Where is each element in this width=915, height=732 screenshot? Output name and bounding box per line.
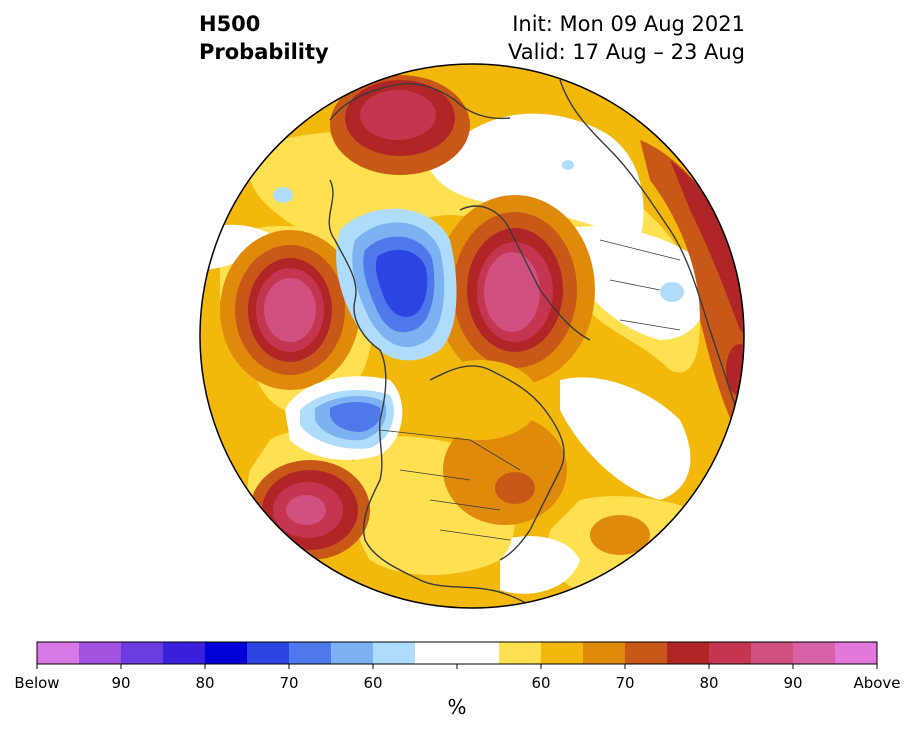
colorbar-bin xyxy=(331,642,374,664)
title-block-left: H500 Probability xyxy=(199,10,329,66)
colorbar-bin xyxy=(121,642,164,664)
colorbar-bin xyxy=(289,642,332,664)
init-date: Init: Mon 09 Aug 2021 xyxy=(512,12,745,36)
colorbar-bin xyxy=(163,642,206,664)
product-title: Probability xyxy=(199,40,329,64)
anomaly-high-hudson xyxy=(420,360,540,440)
colorbar-bin xyxy=(583,642,626,664)
colorbar-bin xyxy=(205,642,248,664)
colorbar-bin xyxy=(793,642,836,664)
colorbar-bin xyxy=(457,642,500,664)
anomaly-high-east-2 xyxy=(670,160,744,334)
coastline-eurasia xyxy=(559,79,741,421)
anomaly-high-arctic-5 xyxy=(484,252,540,332)
neutral-white-west xyxy=(200,224,280,270)
colorbar-tick-label: 80 xyxy=(699,674,719,692)
valid-range: Valid: 17 Aug – 23 Aug xyxy=(507,40,745,64)
anomaly-low-pacific-3 xyxy=(330,402,381,432)
anomaly-high-east-3 xyxy=(726,344,744,396)
colorbar-bin xyxy=(709,642,752,664)
colorbar-tick-label: 60 xyxy=(363,674,383,692)
coastline-americas-west xyxy=(328,179,531,606)
neutral-white-europe xyxy=(560,377,691,500)
colorbar-tick-label: 60 xyxy=(531,674,551,692)
colorbar-unit: % xyxy=(447,695,467,719)
colorbar-bin xyxy=(499,642,542,664)
political-borders-eurasia xyxy=(599,239,681,331)
colorbar-bin xyxy=(79,642,122,664)
colorbar-bin xyxy=(625,642,668,664)
coastline-siberia-top xyxy=(329,83,511,121)
colorbar-ticks xyxy=(36,664,878,669)
colorbar-bins xyxy=(37,642,878,664)
anomaly-high-southeast xyxy=(590,515,650,555)
political-borders-na xyxy=(379,429,521,541)
colorbar-tick-label: 70 xyxy=(279,674,299,692)
colorbar xyxy=(36,641,878,669)
polar-map xyxy=(199,63,745,609)
coastline-greenland xyxy=(459,205,591,341)
colorbar-tick-label: 90 xyxy=(783,674,803,692)
anomaly-low-small-2 xyxy=(660,282,684,302)
neutral-white-siberia xyxy=(560,226,708,340)
colorbar-bin xyxy=(373,642,416,664)
colorbar-bin xyxy=(247,642,290,664)
colorbar-bin xyxy=(37,642,80,664)
anomaly-high-southwest-4 xyxy=(286,495,326,525)
colorbar-tick-label: Below xyxy=(14,674,60,692)
anomaly-low-small-1 xyxy=(273,187,293,203)
anomaly-high-west-5 xyxy=(264,278,316,342)
coastline-americas-east xyxy=(429,365,565,561)
colorbar-tick-label: 80 xyxy=(195,674,215,692)
colorbar-bin xyxy=(415,642,458,664)
anomaly-low-small-3 xyxy=(562,160,574,170)
variable-title: H500 xyxy=(199,12,261,36)
anomaly-low-central-4 xyxy=(375,249,428,317)
neutral-white-arctic xyxy=(430,113,644,240)
colorbar-bin xyxy=(835,642,878,664)
anomaly-high-top-3 xyxy=(360,90,436,140)
probability-field xyxy=(200,64,744,608)
colorbar-bin xyxy=(541,642,584,664)
colorbar-tick-label: 70 xyxy=(615,674,635,692)
colorbar-tick-label: Above xyxy=(853,674,901,692)
globe-outline xyxy=(199,63,745,609)
colorbar-bin xyxy=(751,642,794,664)
neutral-white-atlantic-south xyxy=(500,536,580,594)
colorbar-bin xyxy=(667,642,710,664)
coastlines xyxy=(328,79,741,606)
colorbar-tick-label: 90 xyxy=(111,674,131,692)
title-block-right: Init: Mon 09 Aug 2021 Valid: 17 Aug – 23… xyxy=(508,10,745,66)
anomaly-high-na-2 xyxy=(495,472,535,504)
